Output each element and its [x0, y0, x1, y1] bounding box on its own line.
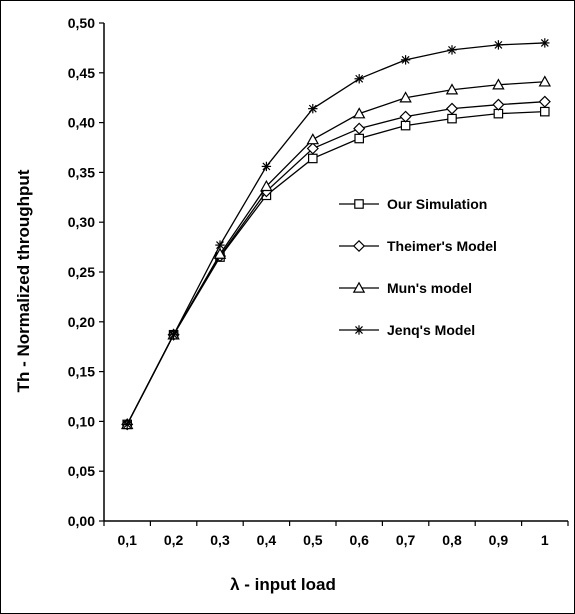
y-tick-label: 0,35 [68, 164, 95, 180]
x-tick-label: 0,1 [117, 532, 137, 548]
legend-label: Theimer's Model [387, 238, 497, 254]
x-tick-label: 0,2 [164, 532, 184, 548]
data-point [308, 103, 318, 114]
data-point [122, 419, 132, 430]
x-tick-label: 0,4 [257, 532, 277, 548]
data-point [538, 75, 552, 87]
y-tick-label: 0,40 [68, 115, 95, 131]
legend-item: Jenq's Model [339, 322, 475, 338]
data-point [540, 38, 550, 48]
data-point [261, 161, 272, 172]
data-point [445, 102, 459, 115]
x-tick-label: 0,9 [489, 532, 509, 548]
axes [103, 23, 568, 522]
data-point [354, 133, 364, 144]
data-point [168, 330, 179, 340]
y-tick-label: 0,10 [68, 413, 95, 429]
data-point [308, 153, 318, 164]
y-tick-label: 0,30 [68, 214, 95, 230]
y-tick-label: 0,05 [68, 463, 95, 479]
legend-marker [354, 199, 364, 209]
data-point [493, 40, 504, 50]
data-point [447, 45, 457, 55]
legend-marker [352, 281, 366, 293]
data-point [492, 78, 505, 90]
data-point [539, 106, 550, 117]
data-point [352, 107, 366, 119]
legend-marker [354, 325, 364, 335]
x-tick-label: 0,6 [349, 532, 369, 548]
data-point [400, 55, 411, 65]
x-tick-label: 1 [541, 532, 549, 548]
data-point [538, 95, 551, 108]
series-line [126, 110, 545, 425]
x-tick-label: 0,3 [210, 532, 230, 548]
data-point [399, 91, 412, 103]
y-tick-label: 0,20 [68, 314, 95, 330]
y-tick-label: 0,15 [68, 364, 95, 380]
x-tick-label: 0,8 [442, 532, 462, 548]
legend-label: Our Simulation [387, 196, 487, 212]
legend-item: Mun's model [339, 280, 472, 296]
data-point [354, 74, 364, 84]
series-line [126, 81, 545, 425]
x-axis-title: λ - input load [230, 575, 336, 594]
data-point [447, 113, 457, 124]
data-point [492, 98, 505, 111]
legend: Our Simulation Theimer's Model Mun's model… [339, 196, 497, 338]
series-1 [122, 106, 550, 430]
y-tick-label: 0,45 [68, 65, 95, 81]
x-tick-label: 0,7 [396, 532, 416, 548]
legend-item: Theimer's Model [339, 238, 497, 254]
legend-label: Jenq's Model [387, 322, 475, 338]
data-point [215, 240, 225, 250]
data-point [306, 142, 319, 155]
series [120, 38, 552, 431]
y-tick-label: 0,00 [68, 513, 95, 529]
series-line [126, 42, 545, 425]
data-point [260, 179, 273, 192]
data-point [399, 110, 412, 123]
legend-marker [352, 239, 366, 253]
series-4 [122, 38, 550, 430]
legend-item: Our Simulation [339, 196, 487, 212]
y-tick-label: 0,25 [68, 264, 95, 280]
ticks: 0,00 0,05 0,10 0,15 0,20 0,25 0,30 0,35 0,40 0,45… [68, 15, 569, 548]
x-tick-label: 0,5 [303, 532, 323, 548]
y-axis-title: Th - Normalized throughput [14, 169, 33, 392]
legend-label: Mun's model [387, 280, 472, 296]
y-tick-label: 0,50 [68, 15, 95, 31]
data-point [306, 133, 320, 145]
series-2 [121, 95, 551, 431]
data-point [213, 247, 227, 259]
data-point [353, 122, 366, 135]
series-line [126, 101, 545, 425]
data-point [445, 83, 459, 95]
